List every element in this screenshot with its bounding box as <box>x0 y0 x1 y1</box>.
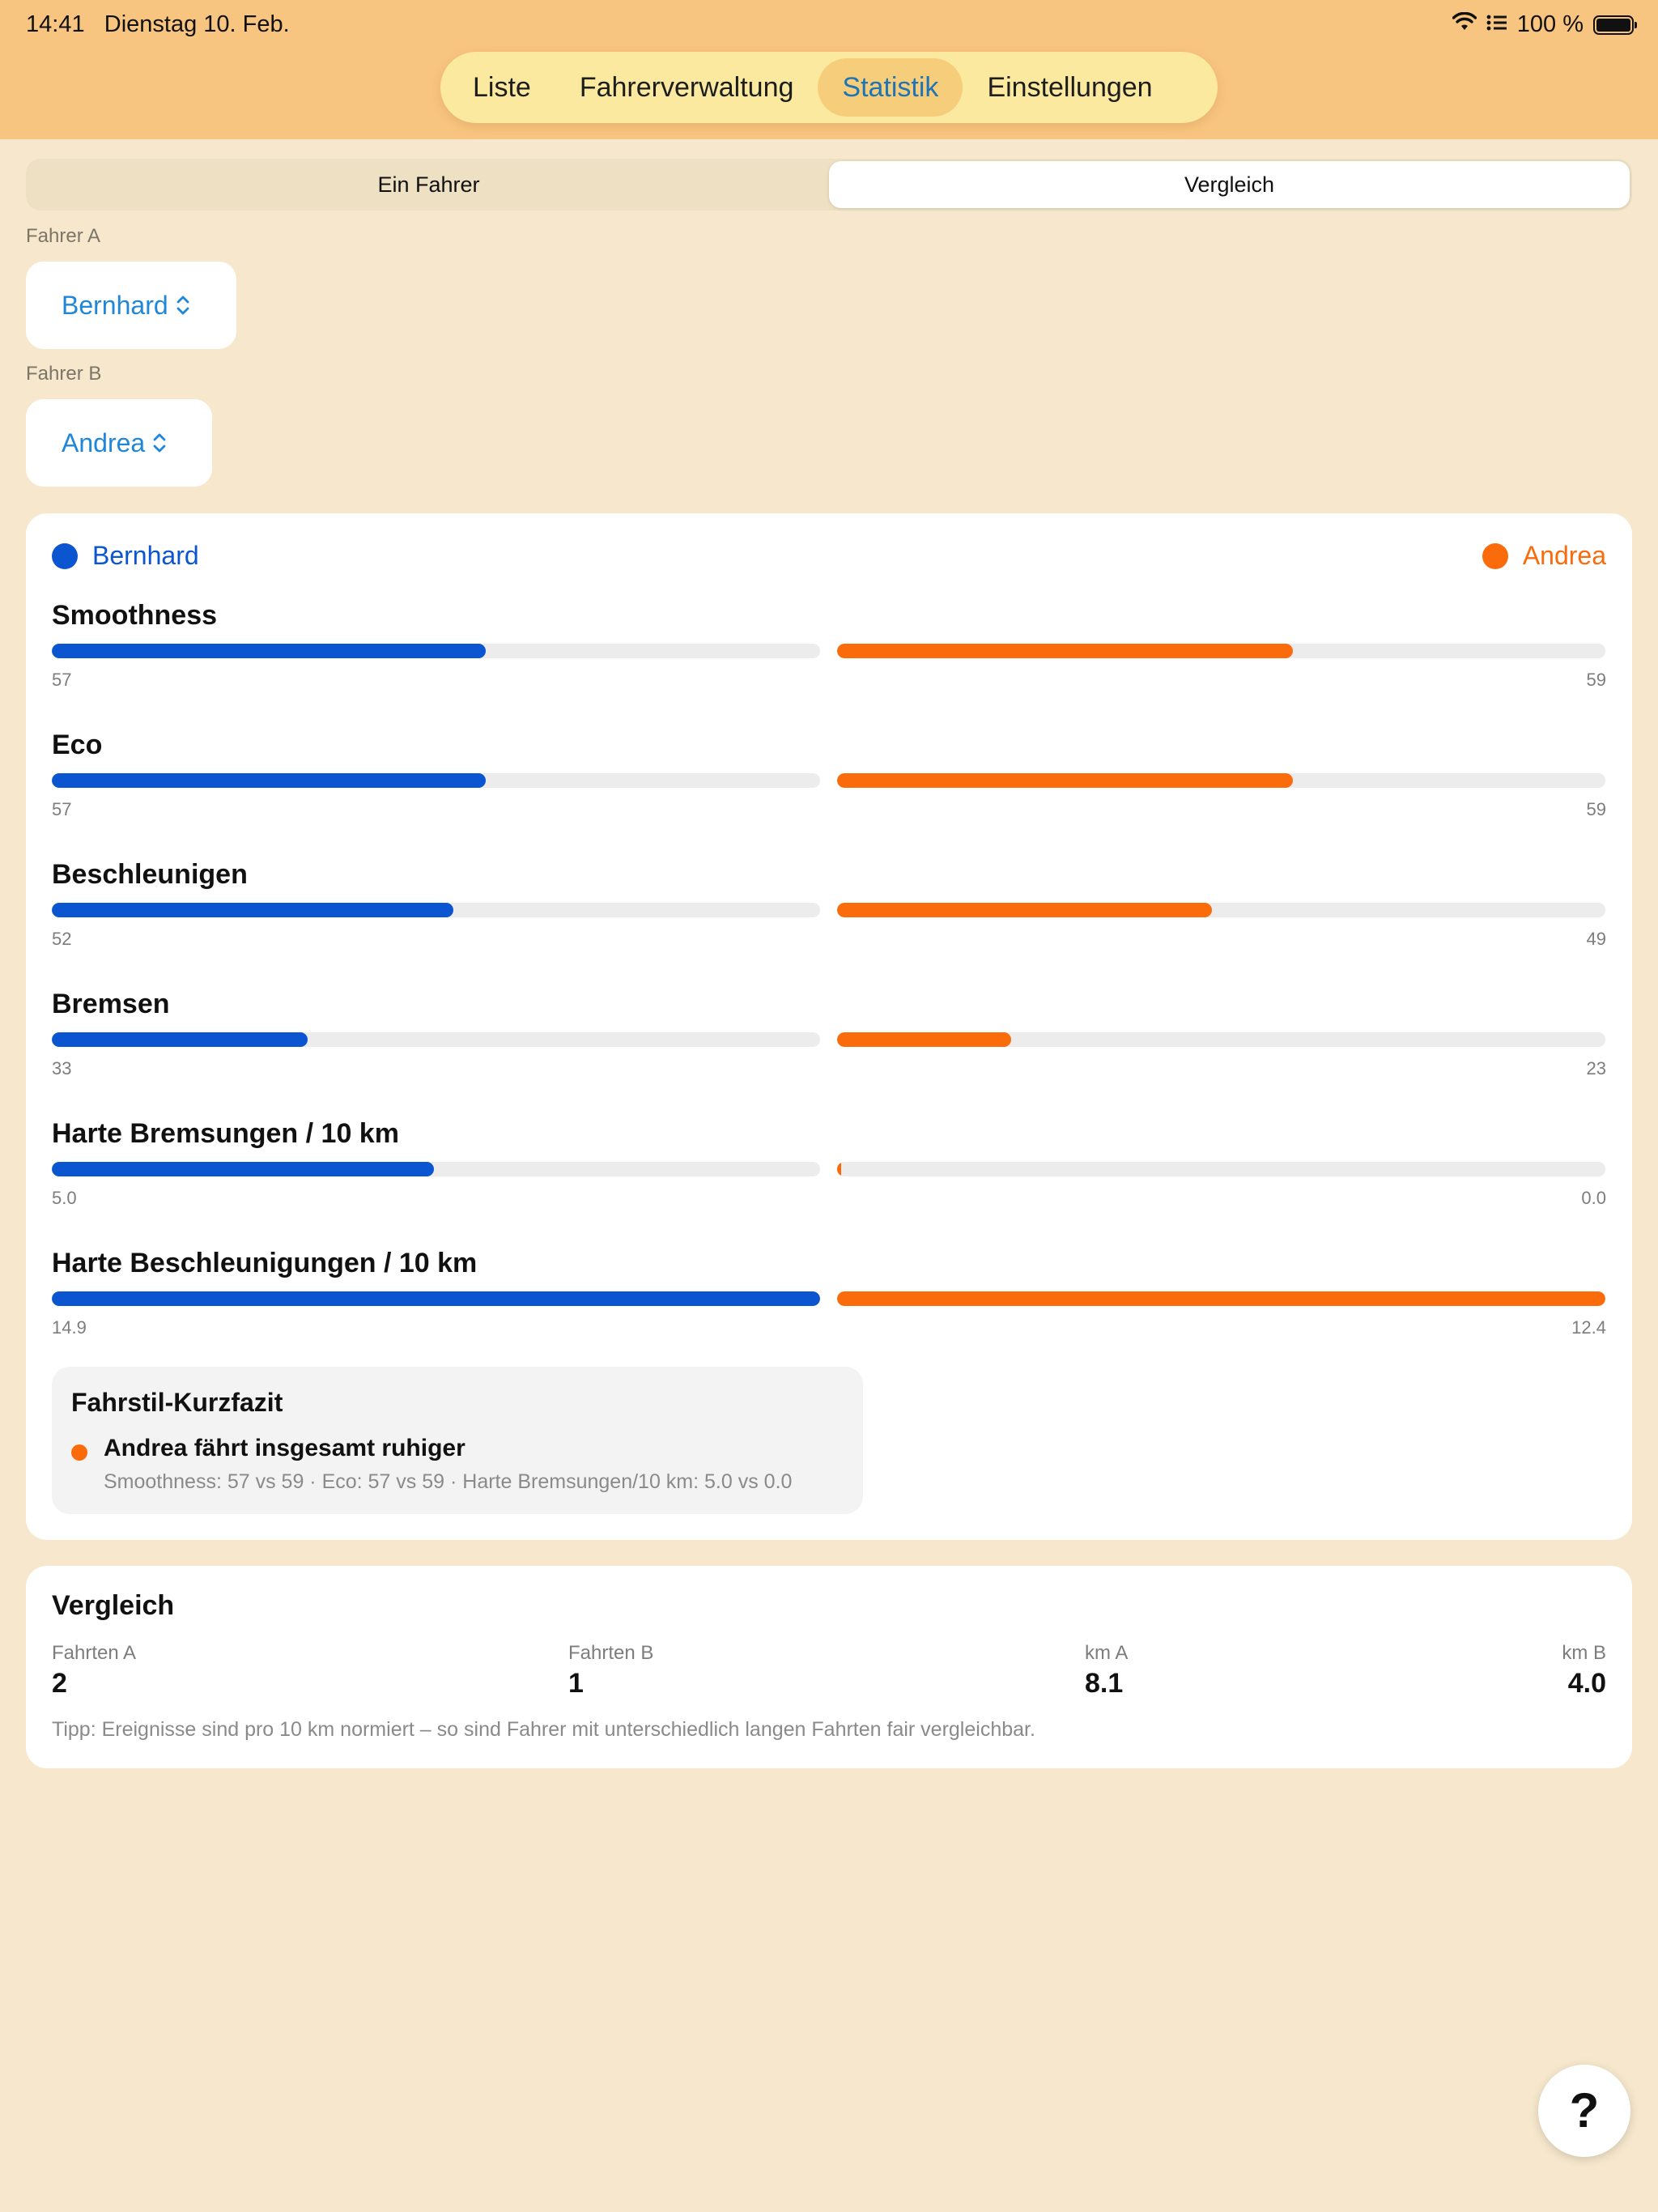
status-time: 14:41 Dienstag 10. Feb. <box>26 11 290 38</box>
driver-a-label: Fahrer A <box>26 225 101 247</box>
top-bar: 14:41 Dienstag 10. Feb. 100 % Liste Fahr… <box>0 0 1658 139</box>
metric-value-b: 23 <box>1586 1058 1606 1078</box>
metric-fill-a <box>52 1032 308 1047</box>
stat-label-trips-b: Fahrten B <box>568 1642 654 1664</box>
driver-b-value: Andrea <box>62 428 146 457</box>
segment-compare[interactable]: Vergleich <box>829 161 1630 208</box>
legend-driver-a: Bernhard <box>52 541 199 571</box>
metric-bar-b <box>837 644 1605 658</box>
metric-fill-b <box>837 644 1293 658</box>
metric-title: Smoothness <box>52 600 218 631</box>
driver-b-label: Fahrer B <box>26 363 102 385</box>
legend-driver-b: Andrea <box>1482 541 1606 571</box>
metric-bar-a <box>52 1032 820 1047</box>
metric-value-b: 59 <box>1586 799 1606 819</box>
metric-bar-a <box>52 903 820 917</box>
metric-fill-a <box>52 644 486 658</box>
metric-fill-b <box>837 1291 1605 1306</box>
metric-fill-a <box>52 1291 820 1306</box>
stat-value-km-a: 8.1 <box>1085 1668 1124 1699</box>
normalization-tip: Tipp: Ereignisse sind pro 10 km normiert… <box>52 1718 1035 1741</box>
segment-single-driver[interactable]: Ein Fahrer <box>377 172 480 197</box>
metric-value-a: 5.0 <box>52 1188 77 1208</box>
metric-value-b: 12.4 <box>1571 1317 1606 1338</box>
metric-bar-b <box>837 773 1605 788</box>
metric-bar-b <box>837 903 1605 917</box>
metric-value-a: 52 <box>52 929 72 949</box>
metric-value-a: 33 <box>52 1058 72 1078</box>
status-date: Dienstag 10. Feb. <box>104 11 290 37</box>
summary-headline: Andrea fährt insgesamt ruhiger <box>104 1435 466 1461</box>
tab-statistik[interactable]: Statistik <box>818 58 963 117</box>
metric-fill-a <box>52 1162 434 1176</box>
metric-title: Harte Beschleunigungen / 10 km <box>52 1248 478 1278</box>
metric-bar-a <box>52 644 820 658</box>
status-clock: 14:41 <box>26 11 85 37</box>
metric-value-b: 0.0 <box>1581 1188 1606 1208</box>
metric-fill-b <box>837 903 1212 917</box>
metric-bar-a <box>52 1291 820 1306</box>
summary-title: Fahrstil-Kurzfazit <box>71 1388 283 1417</box>
stat-label-km-a: km A <box>1085 1642 1129 1664</box>
tab-bar: Liste Fahrerverwaltung Statistik Einstel… <box>440 52 1218 123</box>
help-button[interactable]: ? <box>1538 2065 1630 2157</box>
metric-fill-b <box>837 773 1293 788</box>
comparison-title: Vergleich <box>52 1590 175 1621</box>
mode-segmented-control: Ein Fahrer Vergleich <box>26 159 1632 211</box>
metric-value-a: 57 <box>52 670 72 690</box>
list-icon <box>1486 11 1507 38</box>
metric-bar-b <box>837 1032 1605 1047</box>
driver-a-picker[interactable]: Bernhard <box>26 262 236 349</box>
stat-value-trips-a: 2 <box>52 1668 67 1699</box>
metric-fill-a <box>52 903 453 917</box>
driving-style-summary: Fahrstil-Kurzfazit Andrea fährt insgesam… <box>52 1367 863 1514</box>
stat-value-km-b: 4.0 <box>1567 1668 1606 1699</box>
metric-fill-b <box>837 1162 841 1176</box>
chevron-up-down-icon <box>153 433 166 453</box>
metric-value-a: 57 <box>52 799 72 819</box>
battery-percent: 100 % <box>1516 11 1584 37</box>
metric-title: Eco <box>52 730 103 760</box>
legend-dot-a <box>52 542 78 569</box>
chevron-up-down-icon <box>176 296 189 315</box>
tab-liste[interactable]: Liste <box>473 72 531 103</box>
metric-title: Beschleunigen <box>52 859 248 890</box>
metric-value-a: 14.9 <box>52 1317 87 1338</box>
battery-icon <box>1593 15 1637 35</box>
metric-bar-a <box>52 1162 820 1176</box>
metric-bar-b <box>837 1162 1605 1176</box>
tab-fahrerverwaltung[interactable]: Fahrerverwaltung <box>579 72 794 103</box>
metric-title: Bremsen <box>52 989 170 1019</box>
metric-bar-b <box>837 1291 1605 1306</box>
summary-detail: Smoothness: 57 vs 59 · Eco: 57 vs 59 · H… <box>104 1470 793 1493</box>
status-indicators: 100 % <box>1452 11 1637 38</box>
metric-value-b: 59 <box>1586 670 1606 690</box>
comparison-stats-card <box>26 1566 1632 1768</box>
metric-fill-a <box>52 773 486 788</box>
metric-fill-b <box>837 1032 1011 1047</box>
metric-title: Harte Bremsungen / 10 km <box>52 1118 399 1149</box>
metric-bar-a <box>52 773 820 788</box>
stat-label-trips-a: Fahrten A <box>52 1642 137 1664</box>
stat-value-trips-b: 1 <box>568 1668 584 1699</box>
tab-einstellungen[interactable]: Einstellungen <box>987 72 1153 103</box>
metric-value-b: 49 <box>1586 929 1606 949</box>
wifi-icon <box>1452 11 1477 38</box>
legend-dot-b <box>1482 542 1508 569</box>
legend-label-b: Andrea <box>1522 541 1606 570</box>
stat-label-km-b: km B <box>1562 1642 1606 1664</box>
driver-a-value: Bernhard <box>62 290 168 320</box>
driver-b-picker[interactable]: Andrea <box>26 399 212 487</box>
legend-label-a: Bernhard <box>92 541 199 570</box>
summary-bullet-dot <box>71 1444 87 1461</box>
